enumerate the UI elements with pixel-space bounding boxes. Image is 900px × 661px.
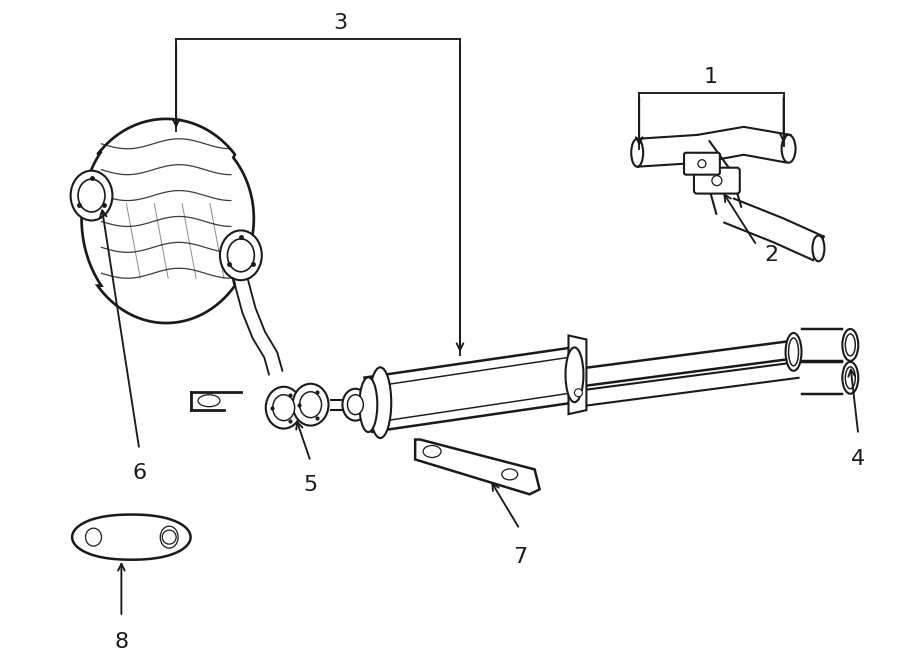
Circle shape [712, 176, 722, 186]
Polygon shape [72, 514, 191, 560]
Ellipse shape [631, 139, 644, 167]
Ellipse shape [220, 231, 262, 280]
Ellipse shape [813, 235, 824, 261]
Ellipse shape [842, 362, 859, 394]
Ellipse shape [86, 528, 102, 546]
Text: 4: 4 [851, 449, 865, 469]
FancyBboxPatch shape [694, 168, 740, 194]
Text: 1: 1 [704, 67, 718, 87]
Text: 2: 2 [765, 245, 778, 265]
Ellipse shape [781, 135, 796, 163]
Ellipse shape [786, 333, 802, 371]
Ellipse shape [343, 389, 368, 420]
Text: 3: 3 [333, 13, 347, 33]
Circle shape [162, 530, 176, 544]
Ellipse shape [347, 395, 364, 414]
Ellipse shape [502, 469, 518, 480]
Ellipse shape [359, 377, 377, 432]
Ellipse shape [842, 329, 859, 361]
Ellipse shape [228, 239, 255, 272]
Ellipse shape [300, 392, 321, 418]
Circle shape [574, 389, 582, 397]
Ellipse shape [845, 367, 855, 389]
Ellipse shape [845, 334, 855, 356]
Ellipse shape [266, 387, 302, 428]
Ellipse shape [198, 395, 220, 407]
Text: 7: 7 [513, 547, 526, 567]
Ellipse shape [369, 368, 392, 438]
Circle shape [698, 160, 706, 168]
Ellipse shape [78, 179, 105, 212]
Polygon shape [569, 336, 587, 414]
Ellipse shape [788, 338, 798, 366]
Ellipse shape [273, 395, 294, 420]
Text: 5: 5 [303, 475, 318, 495]
Text: 6: 6 [132, 463, 147, 483]
Text: 8: 8 [114, 632, 129, 652]
Ellipse shape [292, 384, 328, 426]
FancyBboxPatch shape [684, 153, 720, 175]
Ellipse shape [160, 526, 178, 548]
Ellipse shape [70, 171, 112, 221]
Polygon shape [415, 440, 540, 494]
Ellipse shape [565, 348, 583, 402]
Polygon shape [82, 119, 254, 323]
Ellipse shape [423, 446, 441, 457]
